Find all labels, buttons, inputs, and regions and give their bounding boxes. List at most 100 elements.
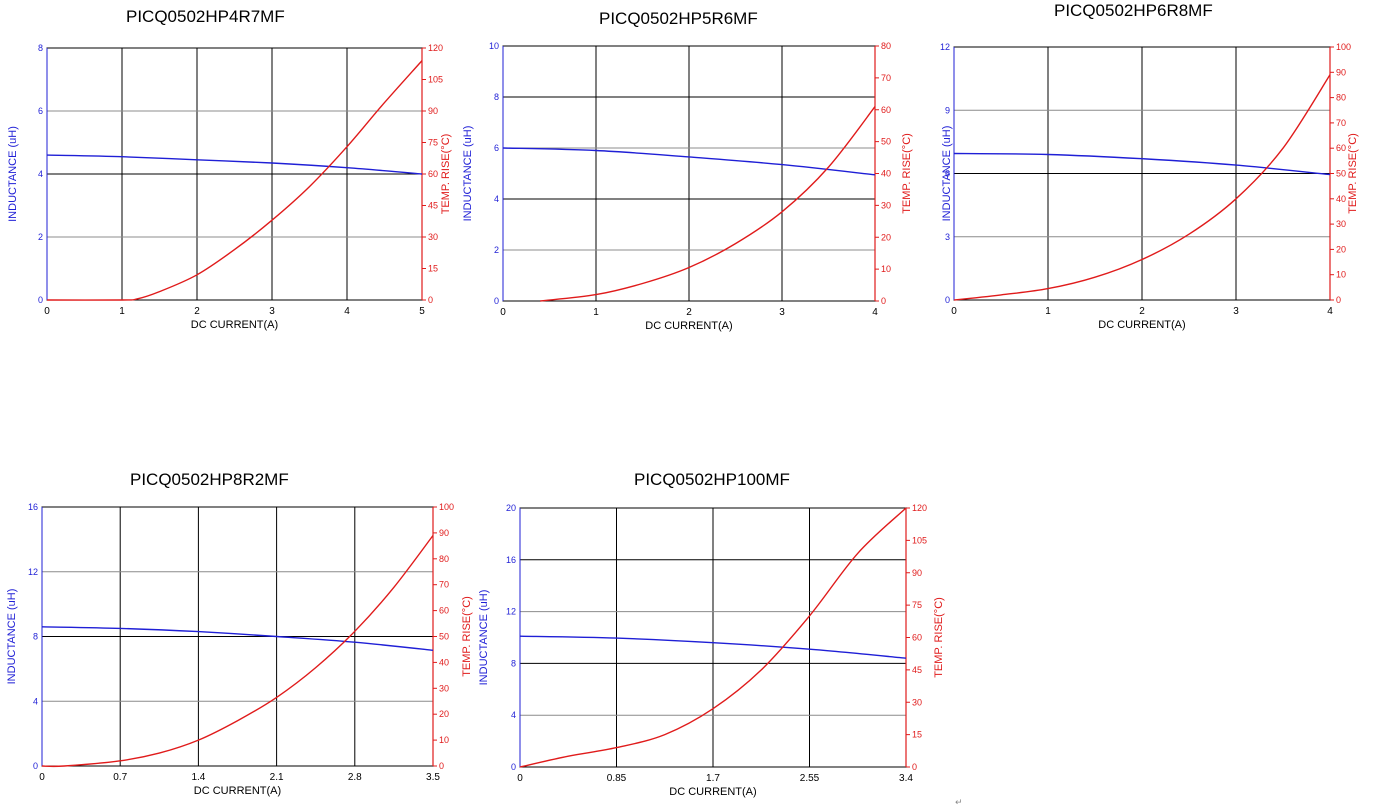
y-right-tick-label: 30 (912, 697, 922, 707)
y-right-axis-label: TEMP. RISE(°C) (1347, 133, 1359, 214)
y-right-axis-label: TEMP. RISE(°C) (461, 596, 473, 677)
y-right-tick-label: 60 (912, 633, 922, 643)
inductance-curve (41, 626, 434, 651)
chart-title: PICQ0502HP5R6MF (599, 9, 758, 28)
y-right-axis-label: TEMP. RISE(°C) (933, 597, 945, 678)
y-right-tick-label: 50 (1336, 169, 1346, 179)
y-left-axis-label: INDUCTANCE (uH) (478, 590, 490, 686)
x-tick-label: 2 (686, 307, 692, 318)
y-left-tick-label: 4 (511, 710, 516, 720)
chart-plot-svg: 0 0.85 1.7 2.55 3.40481216200153045607590105… (478, 503, 945, 798)
x-tick-label: 2.55 (800, 773, 820, 784)
x-tick-label: 1.7 (706, 773, 720, 784)
y-right-tick-label: 40 (439, 657, 449, 667)
y-right-axis-label: TEMP. RISE(°C) (440, 134, 452, 215)
x-tick-label: 0 (500, 307, 506, 318)
y-right-tick-label: 10 (439, 735, 449, 745)
temperature-rise-curve (46, 60, 423, 301)
x-tick-label: 2.1 (270, 772, 284, 783)
y-left-tick-label: 4 (33, 696, 38, 706)
y-right-tick-label: 70 (881, 73, 891, 83)
x-axis-label: DC CURRENT(A) (194, 785, 281, 797)
y-right-tick-label: 60 (428, 169, 438, 179)
y-left-tick-label: 0 (38, 295, 43, 305)
y-right-tick-label: 20 (1336, 244, 1346, 254)
y-right-tick-label: 20 (881, 232, 891, 242)
y-right-tick-label: 40 (881, 169, 891, 179)
y-right-tick-label: 0 (428, 295, 433, 305)
chart-title: PICQ0502HP4R7MF (126, 7, 285, 26)
y-right-tick-label: 100 (1336, 42, 1351, 52)
y-right-tick-label: 70 (1336, 118, 1346, 128)
chart-picq0502hp8r2mf: PICQ0502HP8R2MF 0 0.7 1.4 2.1 2.8 3.5 0 4 8 12 16 0… (0, 465, 480, 811)
y-right-tick-label: 105 (428, 75, 443, 85)
x-tick-label: 2 (194, 306, 200, 317)
y-left-tick-label: 8 (38, 43, 43, 53)
y-left-tick-label: 0 (945, 295, 950, 305)
y-right-tick-label: 30 (439, 683, 449, 693)
x-tick-label: 1 (119, 306, 125, 317)
chart-picq0502hp4r7mf: PICQ0502HP4R7MF 0 1 2 3 4 5 0 2 4 6 8 0 15 30 45 60 75 90… (0, 0, 452, 350)
y-right-tick-label: 45 (428, 201, 438, 211)
y-left-axis-label: INDUCTANCE (uH) (6, 589, 18, 685)
y-left-tick-label: 12 (28, 567, 38, 577)
y-right-tick-label: 90 (428, 106, 438, 116)
y-right-tick-label: 15 (912, 730, 922, 740)
y-left-tick-label: 6 (494, 143, 499, 153)
x-tick-label: 3 (269, 306, 275, 317)
chart-plot-svg: 0 0.7 1.4 2.1 2.8 3.5048121601020304050607080… (6, 502, 473, 797)
y-left-tick-label: 6 (38, 106, 43, 116)
y-right-tick-label: 90 (439, 528, 449, 538)
paragraph-mark: ↵ (955, 798, 963, 808)
y-right-tick-label: 50 (439, 632, 449, 642)
y-left-tick-label: 0 (511, 762, 516, 772)
y-right-tick-label: 80 (1336, 93, 1346, 103)
y-right-tick-label: 30 (428, 232, 438, 242)
x-tick-label: 1.4 (191, 772, 205, 783)
y-left-tick-label: 8 (511, 658, 516, 668)
x-tick-label: 4 (872, 307, 878, 318)
x-axis-label: DC CURRENT(A) (1098, 319, 1185, 331)
x-tick-label: 1 (593, 307, 599, 318)
x-tick-label: 5 (419, 306, 425, 317)
y-left-tick-label: 12 (506, 607, 516, 617)
y-right-tick-label: 70 (439, 580, 449, 590)
chart-title: PICQ0502HP8R2MF (130, 470, 289, 489)
y-right-tick-label: 15 (428, 264, 438, 274)
x-axis-label: DC CURRENT(A) (191, 319, 278, 331)
chart-picq0502hp100mf: PICQ0502HP100MF 0 0.85 1.7 2.55 3.4 0 4 8 12 16 20… (478, 465, 950, 811)
y-right-axis-label: TEMP. RISE(°C) (901, 133, 913, 214)
y-left-tick-label: 2 (494, 245, 499, 255)
y-right-tick-label: 60 (881, 105, 891, 115)
x-tick-label: 0 (951, 306, 957, 317)
x-tick-label: 0 (517, 773, 523, 784)
x-tick-label: 0.85 (607, 773, 627, 784)
y-left-tick-label: 6 (945, 169, 950, 179)
y-right-tick-label: 80 (881, 41, 891, 51)
x-tick-label: 2.8 (348, 772, 362, 783)
temperature-rise-curve (540, 106, 876, 302)
y-right-tick-label: 120 (912, 503, 927, 513)
y-left-tick-label: 8 (494, 92, 499, 102)
y-left-axis-label: INDUCTANCE (uH) (7, 126, 19, 222)
y-left-tick-label: 12 (940, 42, 950, 52)
y-right-tick-label: 50 (881, 137, 891, 147)
temperature-rise-curve (41, 535, 434, 768)
chart-picq0502hp6r8mf: PICQ0502HP6R8MF 0 1 2 3 4 0 3 6 9 12 0 10 20 30 40 50 60… (920, 0, 1378, 350)
chart-picq0502hp5r6mf: PICQ0502HP5R6MF 0 1 2 3 4 0 2 4 6 8 10 0 10 20 30 40 50 6… (455, 0, 925, 350)
y-right-tick-label: 0 (881, 296, 886, 306)
y-left-tick-label: 16 (506, 555, 516, 565)
chart-title: PICQ0502HP100MF (634, 470, 790, 489)
x-tick-label: 3.5 (426, 772, 440, 783)
x-tick-label: 0 (44, 306, 50, 317)
x-axis-label: DC CURRENT(A) (669, 786, 756, 798)
y-left-tick-label: 9 (945, 105, 950, 115)
y-right-tick-label: 60 (439, 606, 449, 616)
inductance-curve (519, 635, 907, 659)
x-tick-label: 0.7 (113, 772, 127, 783)
y-left-tick-label: 4 (38, 169, 43, 179)
y-left-axis-label: INDUCTANCE (uH) (941, 126, 953, 222)
x-tick-label: 3.4 (899, 773, 913, 784)
